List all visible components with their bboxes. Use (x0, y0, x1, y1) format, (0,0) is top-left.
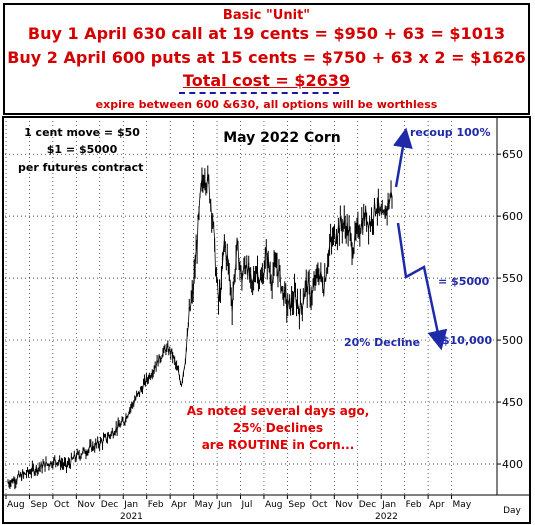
contract-info-2: $1 = $5000 (47, 143, 118, 156)
y-tick-label-550: 550 (502, 272, 523, 285)
chart-title: May 2022 Corn (223, 130, 341, 146)
note-line-3: are ROUTINE in Corn... (202, 438, 355, 452)
decline-label: 20% Decline (344, 336, 420, 349)
x-tick-label-19: May (453, 500, 472, 510)
chart-frame (2, 116, 531, 524)
y-tick-label-500: 500 (502, 334, 523, 347)
dashed-underline (179, 92, 339, 94)
recoup-arrow (393, 127, 413, 188)
call-line: Buy 1 April 630 call at 19 cents = $950 … (27, 24, 506, 43)
x-tick-label-10: Jul (241, 500, 253, 510)
x-tick-label-17: Feb (406, 500, 422, 510)
x-tick-label-0: Aug (7, 500, 25, 510)
x-tick-label-11: Aug (265, 500, 283, 510)
total-cost-line: Total cost = $2639 (5, 71, 528, 90)
corn-chart: 400 450 500 550 600 650 Aug Sep Oct Nov Dec Jan Feb… (2, 116, 531, 524)
price-line (7, 173, 393, 487)
x-tick-label-14: Nov (335, 500, 353, 510)
expiry-note: expire between 600 &630, all options wil… (95, 98, 438, 111)
y-tick-label-600: 600 (502, 210, 523, 223)
y-tick-label-650: 650 (502, 148, 523, 161)
y-tick-label-450: 450 (502, 396, 523, 409)
x-tick-label-3: Nov (77, 500, 95, 510)
x-tick-label-4: Dec (101, 500, 118, 510)
contract-info-3: per futures contract (18, 161, 143, 174)
x-tick-label-15: Dec (359, 500, 376, 510)
info-header: Basic "Unit" Buy 1 April 630 call at 19 … (3, 3, 530, 115)
year-label-2022: 2022 (375, 512, 398, 522)
put-line: Buy 2 April 600 puts at 15 cents = $750 … (7, 48, 526, 67)
year-label-2021: 2021 (120, 512, 143, 522)
x-tick-label-12: Sep (288, 500, 305, 510)
x-tick-label-16: Jan (381, 500, 396, 510)
x-tick-label-1: Sep (30, 500, 47, 510)
x-tick-label-7: Apr (171, 500, 187, 510)
note-line-1: As noted several days ago, (187, 404, 370, 418)
y-tick-label-400: 400 (502, 458, 523, 471)
x-tick-label-18: Apr (429, 500, 445, 510)
x-tick-label-2: Oct (54, 500, 70, 510)
note-line-2: 25% Declines (233, 421, 323, 435)
total-cost-text: Total cost = $2639 (182, 71, 351, 90)
x-tick-label-6: Feb (148, 500, 164, 510)
five-k-label: = $5000 (438, 275, 490, 288)
unit-title: Basic "Unit" (222, 8, 311, 23)
x-axis-label: Day (503, 506, 521, 516)
recoup-label: recoup 100% (410, 126, 490, 139)
x-tick-label-5: Jan (123, 500, 138, 510)
x-tick-label-13: Oct (312, 500, 328, 510)
ten-k-label: $10,000 (442, 334, 492, 347)
decline-arrow (396, 222, 448, 351)
contract-info-1: 1 cent move = $50 (24, 126, 140, 139)
x-tick-label-9: Jun (217, 500, 232, 510)
x-tick-label-8: May (195, 500, 214, 510)
